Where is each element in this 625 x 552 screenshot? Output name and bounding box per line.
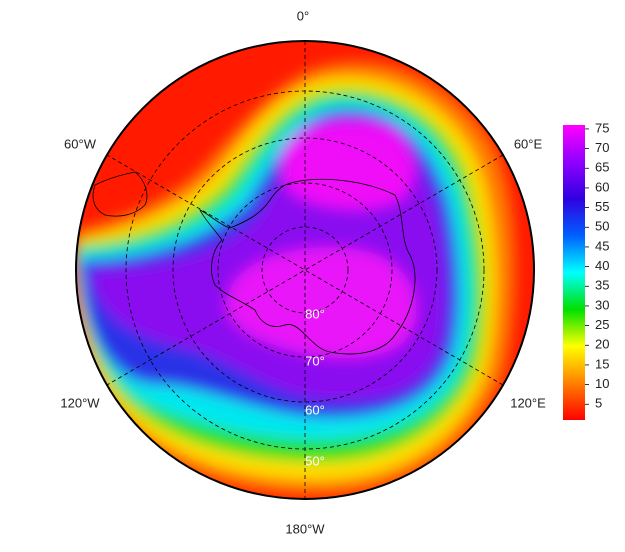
field-magenta bbox=[226, 247, 417, 359]
colorbar-tick-label: 5 bbox=[595, 396, 602, 411]
latitude-circle bbox=[261, 226, 349, 314]
meridian-label: 0° bbox=[297, 8, 309, 23]
field-layers bbox=[76, 61, 515, 496]
colorbar-tick-label: 55 bbox=[595, 199, 609, 214]
colorbar-tick-label: 40 bbox=[595, 258, 609, 273]
colorbar-tick-label: 50 bbox=[595, 219, 609, 234]
meridian-label: 60°W bbox=[64, 136, 97, 151]
colorbar-tick-label: 10 bbox=[595, 376, 609, 391]
map-border bbox=[75, 40, 535, 500]
colorbar-tick-label: 20 bbox=[595, 337, 609, 352]
colorbar: 5 10 15 20 25 30 35 40 45 50 55 60 65 70 75 bbox=[563, 120, 609, 420]
meridian-line bbox=[106, 154, 504, 386]
south-america-coast bbox=[92, 171, 148, 217]
colorbar-tick-label: 25 bbox=[595, 317, 609, 332]
colorbar-tick-label: 35 bbox=[595, 278, 609, 293]
colorbar-tick-label: 75 bbox=[595, 120, 609, 135]
latitude-circle bbox=[172, 137, 438, 403]
latitude-label: 80° bbox=[305, 306, 325, 321]
colorbar-tick-label: 45 bbox=[595, 238, 609, 253]
graticule bbox=[106, 41, 504, 499]
meridian-label: 120°E bbox=[510, 395, 546, 410]
meridian-line bbox=[106, 154, 504, 386]
field bbox=[76, 41, 534, 499]
colorbar-scale bbox=[563, 125, 585, 420]
meridian-label: 120°W bbox=[60, 395, 100, 410]
colorbar-tick-label: 65 bbox=[595, 160, 609, 175]
latitude-label: 60° bbox=[305, 402, 325, 417]
colorbar-tick-label: 30 bbox=[595, 297, 609, 312]
colorbar-tick-label: 15 bbox=[595, 356, 609, 371]
latitude-label: 70° bbox=[305, 353, 325, 368]
meridian-label: 180°W bbox=[285, 521, 325, 536]
colorbar-tick-label: 60 bbox=[595, 179, 609, 194]
latitude-label: 50° bbox=[305, 453, 325, 468]
meridian-label: 60°E bbox=[514, 136, 543, 151]
field-magenta bbox=[281, 119, 415, 210]
colorbar-tick-label: 70 bbox=[595, 140, 609, 155]
